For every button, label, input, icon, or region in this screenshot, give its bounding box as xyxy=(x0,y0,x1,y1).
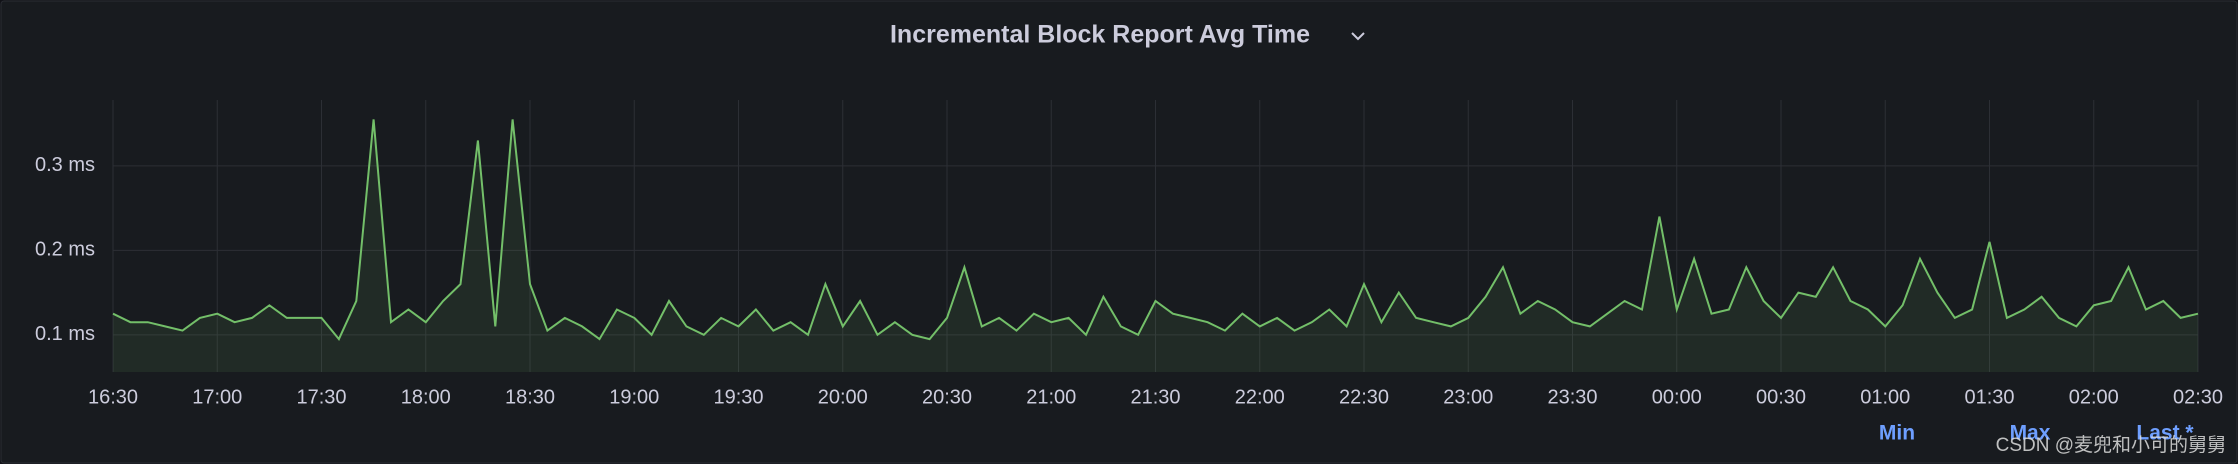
x-tick-label: 20:00 xyxy=(818,386,868,408)
watermark: CSDN @麦兜和小可的舅舅 xyxy=(1996,434,2226,456)
x-tick-label: 02:30 xyxy=(2173,386,2223,408)
x-tick-label: 21:30 xyxy=(1130,386,1180,408)
legend-header[interactable]: Max xyxy=(2010,422,2051,445)
x-tick-label: 23:00 xyxy=(1443,386,1493,408)
x-tick-label: 18:00 xyxy=(401,386,451,408)
y-tick-label: 0.2 ms xyxy=(35,239,95,261)
y-tick-label: 0.1 ms xyxy=(35,323,95,345)
x-tick-label: 00:00 xyxy=(1652,386,1702,408)
series-area xyxy=(113,119,2198,373)
x-tick-label: 21:00 xyxy=(1026,386,1076,408)
panel-title[interactable]: Incremental Block Report Avg Time xyxy=(890,21,1310,49)
x-tick-label: 19:00 xyxy=(609,386,659,408)
x-tick-label: 23:30 xyxy=(1547,386,1597,408)
y-tick-label: 0.3 ms xyxy=(35,154,95,176)
plot: 0.1 ms 0.2 ms 0.3 ms 16:30 17:00 17:30 18:00 18… xyxy=(35,100,2223,408)
x-tick-label: 20:30 xyxy=(922,386,972,408)
series-line xyxy=(112,119,2199,341)
x-tick-label: 16:30 xyxy=(88,386,138,408)
title-chevron[interactable] xyxy=(1351,32,1365,41)
x-tick-label: 17:00 xyxy=(192,386,242,408)
x-tick-label: 18:30 xyxy=(505,386,555,408)
legend-header[interactable]: Min xyxy=(1879,422,1915,445)
x-tick-label: 22:00 xyxy=(1235,386,1285,408)
legend-header[interactable]: Last * xyxy=(2136,422,2194,445)
x-tick-label: 01:00 xyxy=(1860,386,1910,408)
x-tick-label: 02:00 xyxy=(2069,386,2119,408)
x-tick-label: 17:30 xyxy=(296,386,346,408)
x-tick-label: 19:30 xyxy=(713,386,763,408)
x-tick-label: 22:30 xyxy=(1339,386,1389,408)
x-tick-label: 00:30 xyxy=(1756,386,1806,408)
x-tick-label: 01:30 xyxy=(1964,386,2014,408)
